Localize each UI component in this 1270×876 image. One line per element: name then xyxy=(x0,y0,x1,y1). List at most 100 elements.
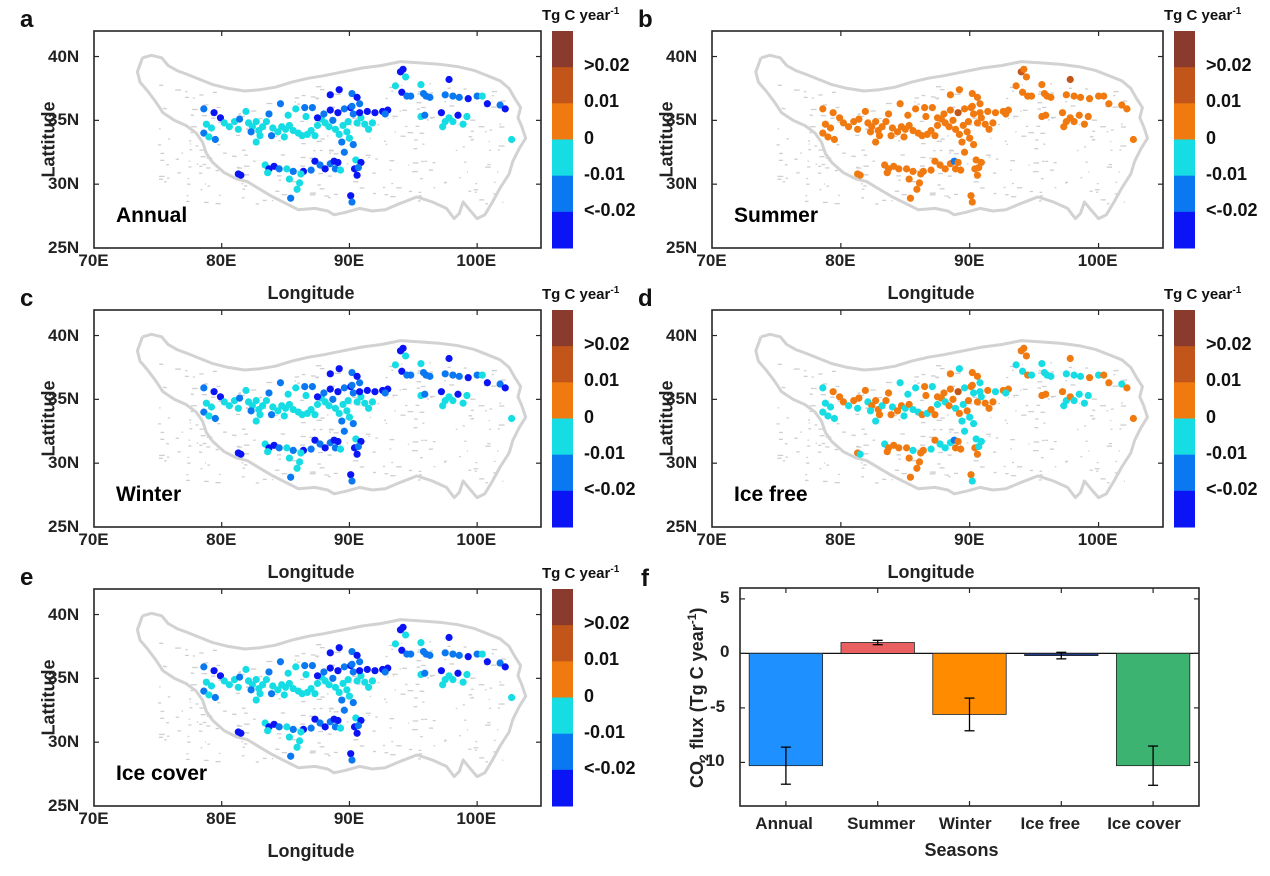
x-axis-label: Seasons xyxy=(924,840,999,860)
lake-speck xyxy=(297,661,301,663)
lake-speck xyxy=(939,88,945,91)
lake-speck xyxy=(860,183,863,185)
lake-speck xyxy=(359,187,365,189)
site-marker xyxy=(949,116,957,124)
lake-speck xyxy=(473,189,479,191)
site-markers xyxy=(200,65,516,206)
colorbar-bin xyxy=(552,697,573,735)
lake-speck xyxy=(1011,182,1014,185)
site-marker xyxy=(398,88,406,96)
site-marker xyxy=(302,391,310,400)
lake-speck xyxy=(1089,190,1093,192)
lake-speck xyxy=(969,124,973,126)
colorbar-tick-label: 0.01 xyxy=(1206,91,1242,112)
site-marker xyxy=(287,473,295,481)
lake-speck xyxy=(1085,161,1088,163)
site-marker xyxy=(340,105,348,113)
lake-speck xyxy=(498,424,505,426)
lake-speck xyxy=(1043,422,1046,424)
lake-speck xyxy=(1015,410,1017,412)
site-marker xyxy=(954,388,962,396)
site-marker xyxy=(307,166,315,174)
lake-speck xyxy=(1010,448,1013,450)
lake-speck xyxy=(421,664,426,667)
colorbar-title: Tg C year-1 xyxy=(1164,6,1241,24)
site-marker xyxy=(211,135,219,144)
lake-speck xyxy=(420,457,423,459)
lake-speck xyxy=(166,164,169,166)
lake-speck xyxy=(1096,191,1099,193)
colorbar-tick-label: 0.01 xyxy=(584,91,620,112)
lake-speck xyxy=(1065,461,1067,464)
lake-speck xyxy=(278,698,281,700)
lake-speck xyxy=(329,428,333,430)
site-marker xyxy=(835,393,844,401)
site-marker xyxy=(297,728,305,736)
lake-speck xyxy=(809,131,813,134)
site-marker xyxy=(391,361,400,369)
lake-speck xyxy=(294,376,300,378)
lake-speck xyxy=(315,655,320,657)
lake-speck xyxy=(784,443,788,445)
lake-speck xyxy=(309,715,314,717)
lake-speck xyxy=(430,396,433,398)
lake-speck xyxy=(217,423,221,425)
lake-speck xyxy=(807,166,811,168)
site-marker xyxy=(976,100,984,108)
lake-speck xyxy=(204,462,206,464)
lake-speck xyxy=(807,439,809,441)
lake-speck xyxy=(893,135,898,138)
lake-speck xyxy=(189,422,191,424)
lake-speck xyxy=(998,123,1001,126)
lake-speck xyxy=(365,433,371,435)
site-marker xyxy=(402,631,410,639)
lake-speck xyxy=(329,149,333,151)
lake-speck xyxy=(823,462,825,464)
site-marker xyxy=(989,398,997,406)
lake-speck xyxy=(238,671,241,673)
site-marker xyxy=(1094,92,1103,100)
lake-speck xyxy=(815,163,818,165)
site-marker xyxy=(905,454,913,462)
lake-speck xyxy=(822,104,828,106)
lake-speck xyxy=(497,428,500,430)
lake-speck xyxy=(1042,106,1047,109)
colorbar-bin xyxy=(1174,418,1195,456)
site-marker xyxy=(968,102,976,110)
lake-speck xyxy=(808,143,810,145)
site-marker xyxy=(344,118,352,126)
site-marker xyxy=(973,119,982,127)
site-marker xyxy=(839,398,848,406)
lake-speck xyxy=(808,428,812,430)
lake-speck xyxy=(426,119,429,121)
lake-speck xyxy=(357,404,361,406)
site-marker xyxy=(905,121,913,130)
lake-speck xyxy=(1034,426,1039,429)
site-marker xyxy=(483,100,491,108)
lake-speck xyxy=(896,454,902,456)
site-marker xyxy=(463,112,471,121)
lake-speck xyxy=(499,402,502,404)
lake-speck xyxy=(478,126,485,128)
lake-speck xyxy=(326,414,329,416)
lake-speck xyxy=(402,388,407,391)
site-marker xyxy=(821,120,829,128)
x-tick-label: 100E xyxy=(456,530,497,549)
lake-speck xyxy=(266,660,273,663)
site-marker xyxy=(441,370,449,378)
site-marker xyxy=(200,687,208,695)
lake-speck xyxy=(316,656,319,658)
site-marker xyxy=(349,389,357,397)
site-marker xyxy=(329,395,337,403)
site-marker xyxy=(265,110,273,118)
lake-speck xyxy=(894,190,900,192)
lake-speck xyxy=(786,417,789,419)
lake-speck xyxy=(300,120,305,123)
site-marker xyxy=(398,646,406,654)
lake-speck xyxy=(474,749,477,751)
lake-speck xyxy=(198,172,203,174)
lake-speck xyxy=(992,451,997,453)
site-marker xyxy=(819,129,827,137)
lake-speck xyxy=(391,182,394,185)
lake-speck xyxy=(1028,410,1035,413)
